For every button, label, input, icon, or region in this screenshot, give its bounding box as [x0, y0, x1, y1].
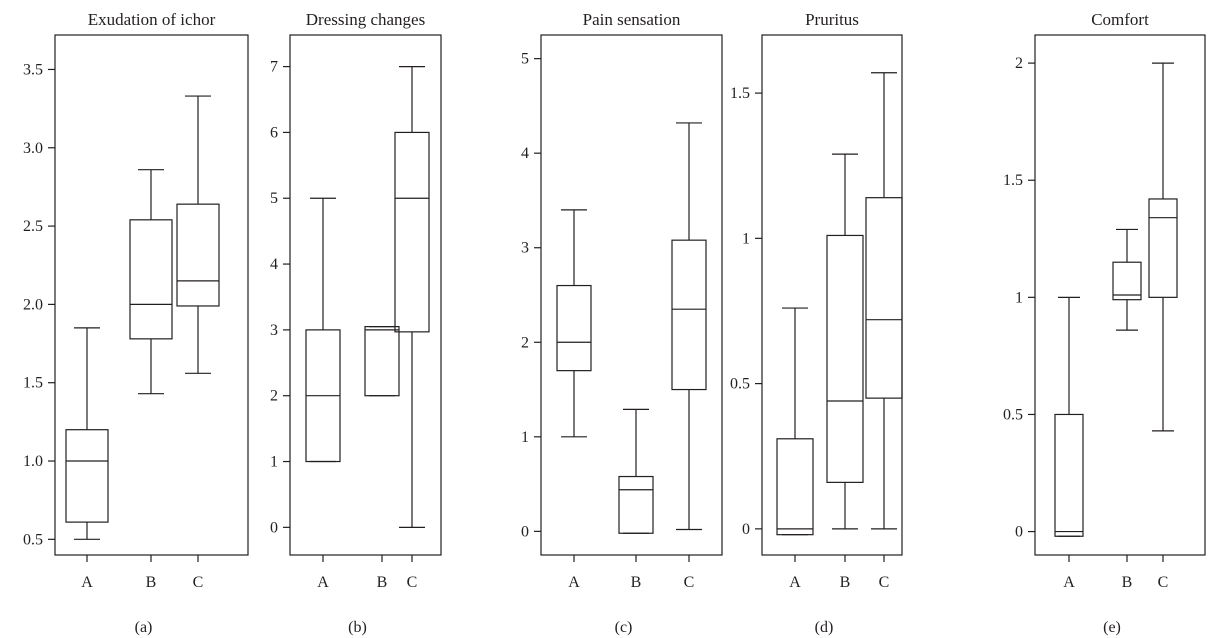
- y-tick-label: 4: [270, 256, 278, 273]
- iqr-box: [671, 239, 707, 391]
- y-tick-label: 6: [270, 124, 278, 141]
- x-tick-label: C: [407, 574, 418, 591]
- box-A: [65, 327, 109, 540]
- plot-frame: [289, 34, 442, 556]
- box-B: [364, 325, 400, 397]
- box-B: [826, 153, 864, 530]
- y-tick-label: 0: [521, 523, 529, 540]
- x-tick-label: B: [840, 574, 851, 591]
- chart-title: Exudation of ichor: [88, 10, 216, 29]
- x-tick-label: B: [377, 574, 388, 591]
- y-tick-label: 2: [1015, 55, 1023, 72]
- panel-label: (c): [615, 619, 633, 636]
- iqr-box: [618, 475, 654, 534]
- x-tick-label: C: [684, 574, 695, 591]
- box-C: [394, 65, 430, 528]
- y-tick-label: 5: [270, 190, 278, 207]
- x-tick-label: A: [81, 574, 93, 591]
- iqr-box: [129, 219, 173, 340]
- panel-label: (e): [1103, 619, 1121, 636]
- y-tick-label: 1: [270, 454, 278, 471]
- box-B: [129, 169, 173, 395]
- y-tick-label: 1.5: [1003, 172, 1023, 189]
- x-tick-label: C: [879, 574, 890, 591]
- y-tick-label: 1: [742, 230, 750, 247]
- chart-panel-4: Pruritus 0 0.5 1 1.5 A B C (d): [730, 10, 903, 636]
- y-tick-label: 1.0: [23, 453, 43, 470]
- x-tick-label: C: [193, 574, 204, 591]
- y-tick-label: 5: [521, 51, 529, 68]
- y-tick-label: 2.5: [23, 218, 43, 235]
- x-tick-label: B: [1122, 574, 1133, 591]
- iqr-box: [826, 234, 864, 483]
- chart-panel-5: Comfort 0 0.5 1 1.5 2 A B C (e): [1003, 10, 1206, 636]
- y-tick-label: 0: [270, 519, 278, 536]
- y-tick-label: 2: [521, 334, 529, 351]
- y-tick-label: 3: [521, 240, 529, 257]
- x-tick-label: B: [146, 574, 157, 591]
- y-tick-label: 0.5: [23, 531, 43, 548]
- y-tick-label: 3: [270, 322, 278, 339]
- box-C: [1148, 62, 1178, 432]
- y-tick-label: 1.5: [23, 375, 43, 392]
- iqr-box: [176, 203, 220, 307]
- plot-frame: [761, 34, 903, 556]
- x-tick-label: A: [317, 574, 329, 591]
- iqr-box: [364, 325, 400, 397]
- panel-label: (b): [348, 619, 367, 636]
- y-tick-label: 3.0: [23, 140, 43, 157]
- plot-frame: [540, 34, 723, 556]
- y-tick-label: 2: [270, 388, 278, 405]
- box-A: [776, 307, 814, 536]
- iqr-box: [1148, 198, 1178, 298]
- y-tick-label: 1: [1015, 289, 1023, 306]
- y-tick-label: 1: [521, 429, 529, 446]
- iqr-box: [65, 429, 109, 523]
- y-tick-label: 3.5: [23, 61, 43, 78]
- chart-title: Pain sensation: [583, 10, 681, 29]
- y-tick-label: 1.5: [730, 85, 750, 102]
- box-A: [556, 209, 592, 438]
- chart-panel-3: Pain sensation 0 1 2 3 4 5 A B C (c): [521, 10, 723, 636]
- box-B: [618, 408, 654, 534]
- x-tick-label: A: [1063, 574, 1075, 591]
- iqr-box: [1054, 413, 1084, 537]
- box-C: [176, 95, 220, 374]
- plot-frame: [1034, 34, 1206, 556]
- y-tick-label: 4: [521, 145, 529, 162]
- chart-panel-1: Exudation of ichor 0.5 1.0 1.5 2.0 2.5 3.0 3.5 A…: [23, 10, 249, 636]
- iqr-box: [394, 131, 430, 333]
- x-tick-label: A: [789, 574, 801, 591]
- y-tick-label: 2.0: [23, 296, 43, 313]
- chart-panel-2: Dressing changes 0 1 2 3 4 5 6 7 A B C (b): [270, 10, 442, 636]
- y-tick-label: 0.5: [730, 376, 750, 393]
- iqr-box: [865, 197, 903, 399]
- box-C: [671, 122, 707, 531]
- box-B: [1112, 228, 1142, 331]
- iqr-box: [776, 438, 814, 536]
- y-tick-label: 7: [270, 59, 278, 76]
- chart-title: Comfort: [1091, 10, 1149, 29]
- box-A: [1054, 296, 1084, 537]
- iqr-box: [1112, 261, 1142, 301]
- box-C: [865, 72, 903, 530]
- x-tick-label: A: [568, 574, 580, 591]
- y-tick-label: 0: [1015, 524, 1023, 541]
- chart-title: Pruritus: [805, 10, 859, 29]
- chart-title: Dressing changes: [306, 10, 425, 29]
- iqr-box: [556, 284, 592, 372]
- panel-label: (a): [135, 619, 153, 636]
- panel-label: (d): [815, 619, 834, 636]
- y-tick-label: 0: [742, 521, 750, 538]
- x-tick-label: B: [631, 574, 642, 591]
- y-tick-label: 0.5: [1003, 406, 1023, 423]
- box-A: [305, 197, 341, 463]
- x-tick-label: C: [1158, 574, 1169, 591]
